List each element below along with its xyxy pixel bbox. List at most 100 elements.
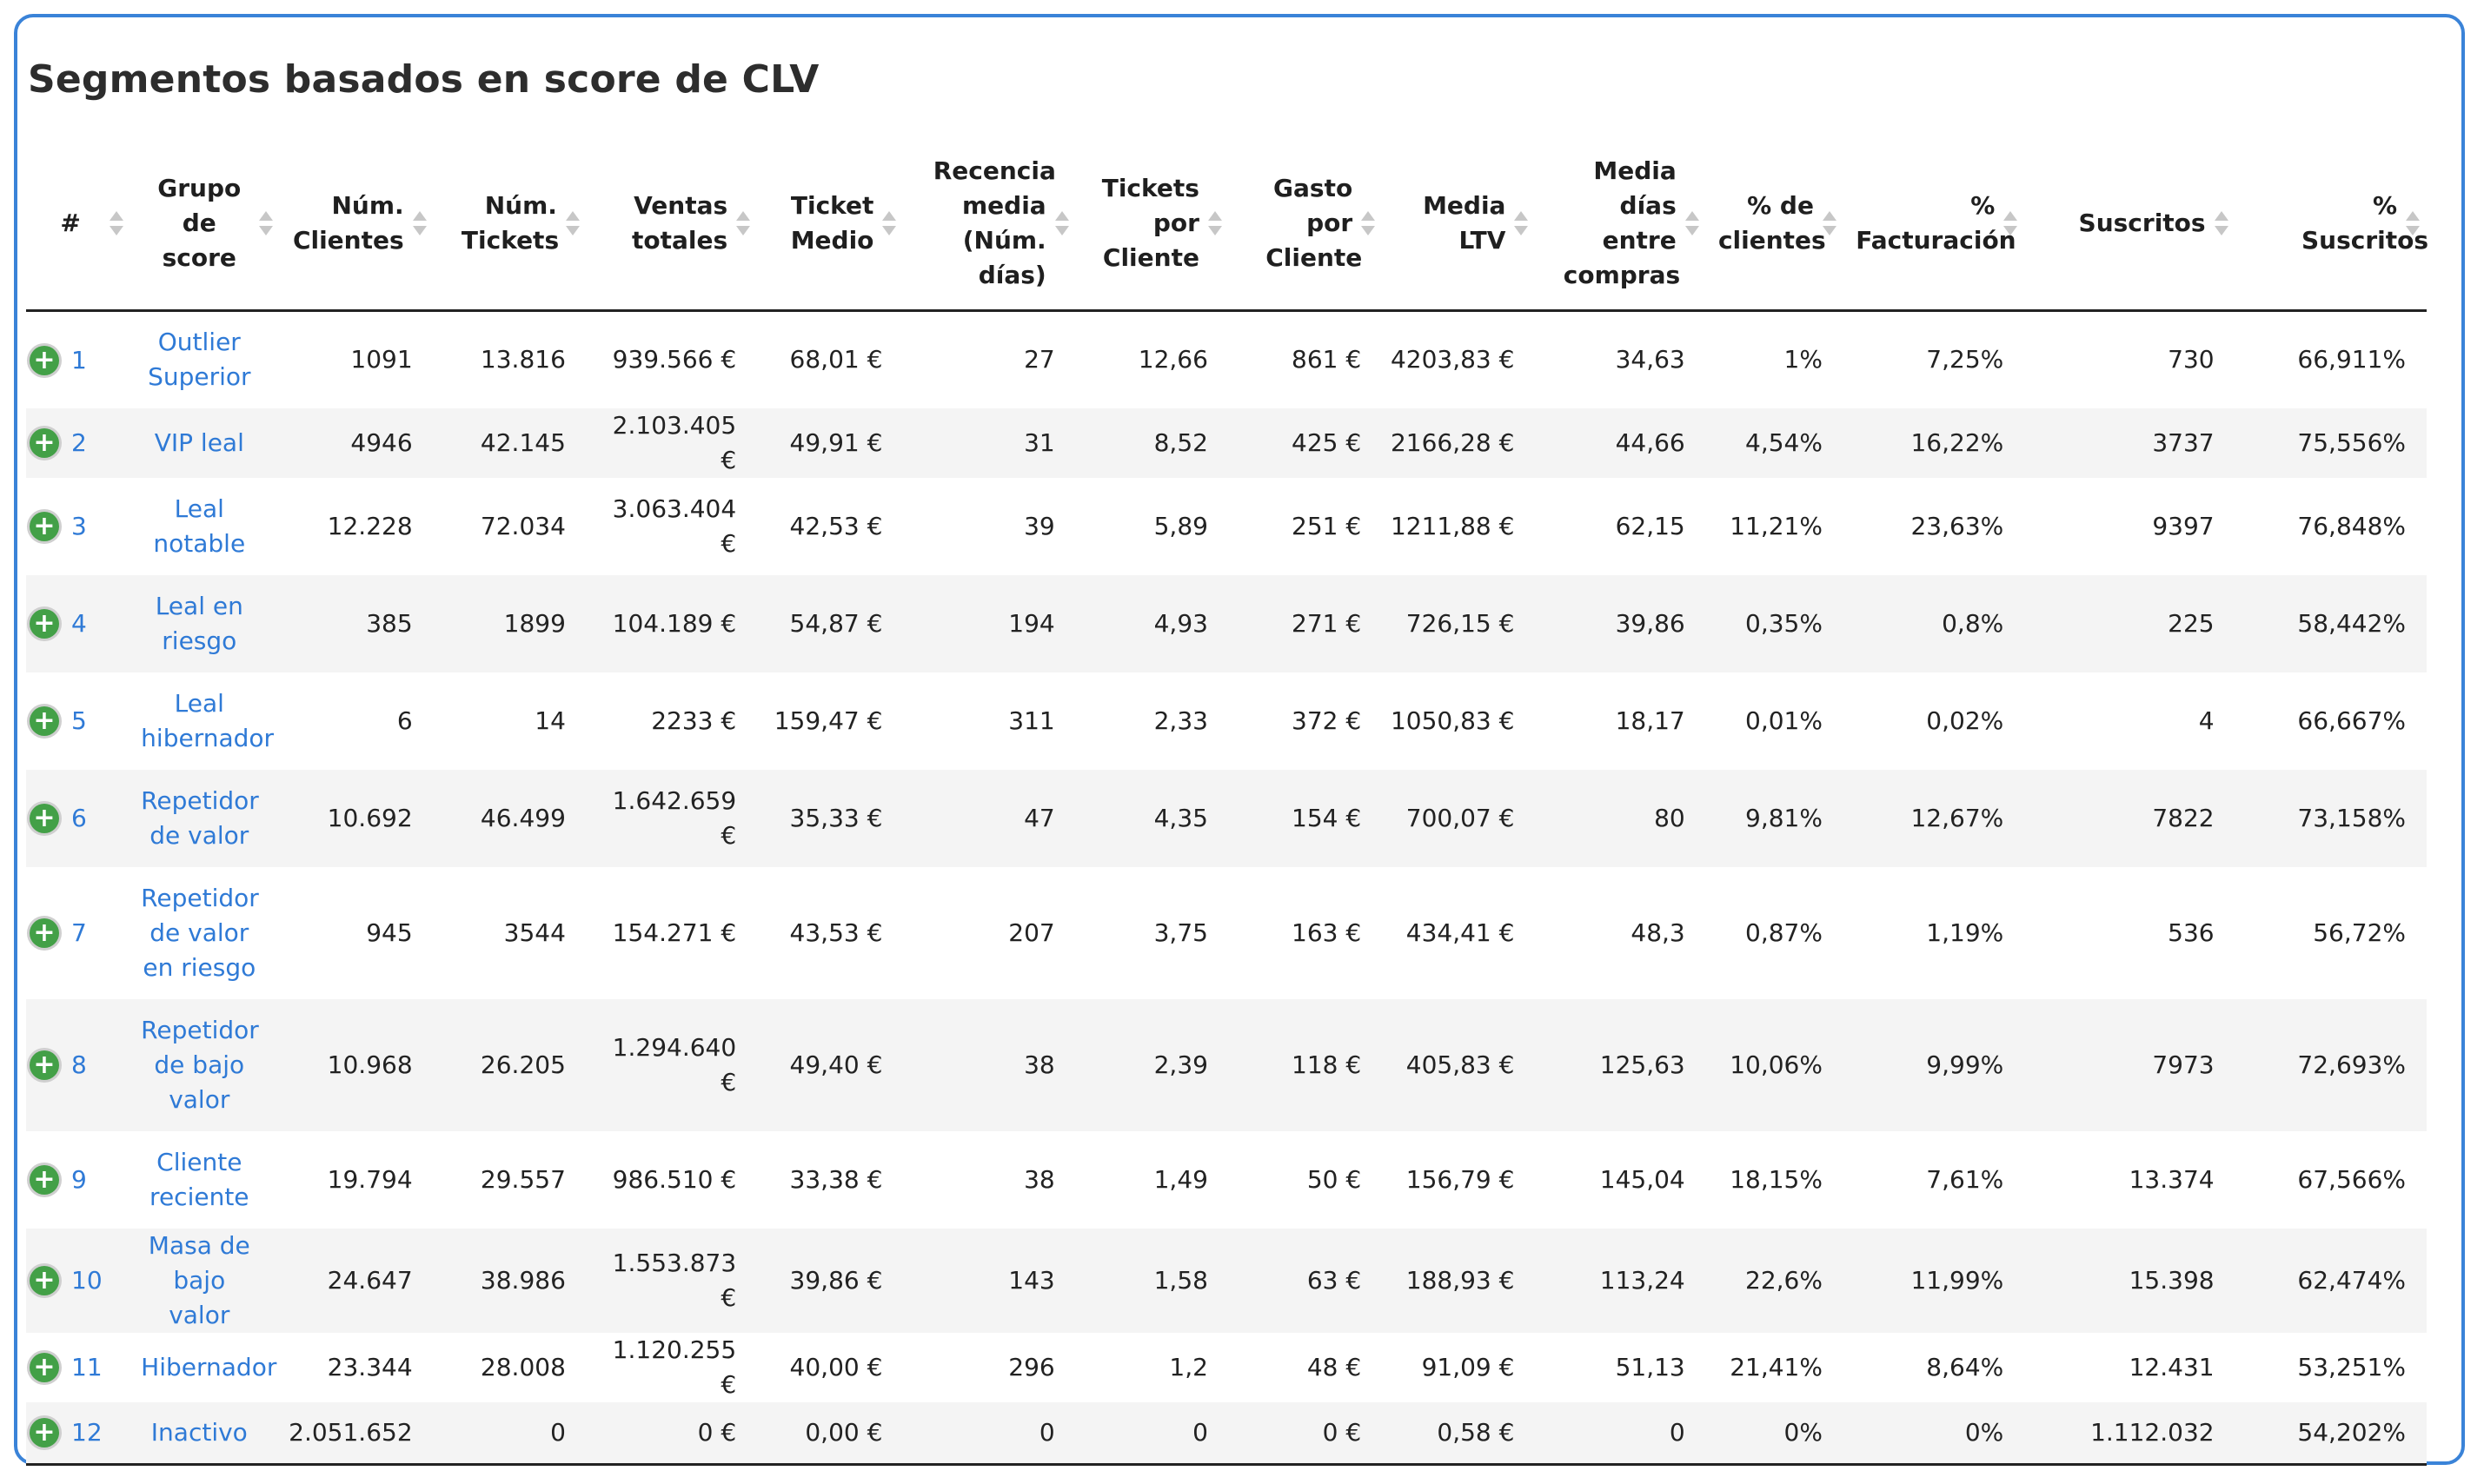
- sort-icon[interactable]: [1822, 209, 1836, 237]
- plus-circle-icon[interactable]: +: [30, 1266, 59, 1295]
- segment-link[interactable]: Outlier Superior: [148, 328, 251, 392]
- row-index-link[interactable]: 9: [71, 1165, 87, 1194]
- row-index-link[interactable]: 4: [71, 609, 87, 638]
- sort-icon[interactable]: [882, 209, 897, 237]
- column-header-pct-facturacion[interactable]: % Facturación: [1843, 137, 2025, 312]
- column-header-group[interactable]: Grupo de score: [130, 137, 281, 312]
- segment-link[interactable]: Hibernador: [141, 1352, 277, 1381]
- cell-recencia: 38: [1024, 1164, 1055, 1194]
- column-header-tickets[interactable]: Núm. Tickets: [433, 137, 587, 312]
- column-header-pct-clientes[interactable]: % de clientes: [1705, 137, 1843, 312]
- sort-icon[interactable]: [2406, 209, 2420, 237]
- column-header-pct-suscritos[interactable]: % Suscritos: [2235, 137, 2428, 312]
- cell-tickets-por-cliente: 1,58: [1075, 1228, 1229, 1333]
- sort-icon[interactable]: [1361, 209, 1376, 237]
- cell-gasto-por-cliente: 118 €: [1228, 998, 1383, 1131]
- cell-clientes: 23.344: [327, 1352, 413, 1381]
- cell-group: Leal hibernador: [130, 672, 280, 770]
- cell-num: +12: [26, 1401, 131, 1466]
- row-index-link[interactable]: 10: [71, 1266, 103, 1295]
- column-header-ticket-medio[interactable]: Ticket Medio: [757, 137, 904, 312]
- column-header-label: % Facturación: [1856, 191, 2016, 255]
- row-index-link[interactable]: 11: [71, 1353, 103, 1381]
- column-header-gasto-por-cliente[interactable]: Gasto por Cliente: [1228, 137, 1383, 312]
- row-index-link[interactable]: 8: [71, 1050, 87, 1079]
- segment-link[interactable]: Cliente reciente: [149, 1147, 249, 1211]
- column-header-media-ltv[interactable]: Media LTV: [1382, 137, 1536, 312]
- plus-circle-icon[interactable]: +: [30, 918, 59, 948]
- segment-link[interactable]: Repetidor de bajo valor: [141, 1015, 259, 1114]
- column-header-media-dias[interactable]: Media días entre compras: [1535, 137, 1706, 312]
- cell-pct-clientes: 21,41%: [1730, 1352, 1823, 1381]
- cell-suscritos: 3737: [2024, 407, 2235, 478]
- row-index-link[interactable]: 6: [71, 804, 87, 832]
- cell-pct-facturacion: 0,8%: [1843, 574, 2025, 672]
- cell-group: Repetidor de valor: [130, 769, 281, 867]
- cell-num: +9: [26, 1131, 130, 1229]
- sort-icon[interactable]: [259, 209, 274, 237]
- cell-ticket-medio: 39,86 €: [757, 1228, 904, 1333]
- column-header-ventas[interactable]: Ventas totales: [586, 137, 758, 312]
- sort-icon[interactable]: [110, 209, 124, 237]
- plus-circle-icon[interactable]: +: [30, 1353, 59, 1382]
- segment-link[interactable]: Repetidor de valor en riesgo: [141, 883, 259, 982]
- cell-media-ltv: 700,07 €: [1382, 769, 1536, 867]
- segment-link[interactable]: Masa de bajo valor: [148, 1230, 250, 1329]
- cell-ventas: 2.103.405 €: [586, 407, 758, 478]
- column-header-clientes[interactable]: Núm. Clientes: [280, 137, 434, 312]
- cell-num: +7: [26, 867, 130, 999]
- sort-icon[interactable]: [1684, 209, 1699, 237]
- cell-pct-facturacion: 7,25%: [1926, 345, 2004, 374]
- cell-suscritos: 1.112.032: [2024, 1401, 2235, 1466]
- cell-pct-clientes: 4,54%: [1705, 407, 1843, 478]
- segment-link[interactable]: Leal en riesgo: [155, 591, 243, 655]
- sort-icon[interactable]: [2003, 209, 2018, 237]
- plus-circle-icon[interactable]: +: [30, 428, 59, 458]
- row-index-link[interactable]: 7: [71, 918, 87, 947]
- segment-link[interactable]: Inactivo: [150, 1417, 248, 1447]
- plus-circle-icon[interactable]: +: [30, 345, 59, 375]
- cell-tickets: 38.986: [433, 1228, 587, 1333]
- column-header-tickets-por-cliente[interactable]: Tickets por Cliente: [1075, 137, 1229, 312]
- column-header-recencia[interactable]: Recencia media (Núm. días): [903, 137, 1076, 312]
- row-index-link[interactable]: 2: [71, 428, 87, 457]
- column-header-suscritos[interactable]: Suscritos: [2024, 137, 2235, 312]
- row-index-link[interactable]: 3: [71, 512, 87, 540]
- cell-gasto-por-cliente: 163 €: [1292, 918, 1362, 947]
- cell-ticket-medio: 54,87 €: [757, 574, 904, 672]
- cell-ticket-medio: 49,40 €: [757, 998, 904, 1131]
- sort-icon[interactable]: [736, 209, 751, 237]
- segment-link[interactable]: Leal notable: [153, 494, 246, 558]
- cell-media-dias: 0: [1535, 1401, 1706, 1466]
- plus-circle-icon[interactable]: +: [30, 706, 59, 736]
- sort-icon[interactable]: [1054, 209, 1069, 237]
- cell-num: +4: [26, 574, 131, 672]
- sort-icon[interactable]: [1207, 209, 1222, 237]
- row-index-link[interactable]: 1: [71, 345, 87, 374]
- column-header-label: Ventas totales: [632, 191, 728, 255]
- plus-circle-icon[interactable]: +: [30, 1418, 59, 1448]
- sort-icon[interactable]: [1514, 209, 1529, 237]
- cell-recencia: 27: [1024, 345, 1055, 374]
- segment-link[interactable]: Leal hibernador: [141, 688, 275, 752]
- segment-link[interactable]: VIP leal: [154, 427, 244, 457]
- cell-gasto-por-cliente: 50 €: [1306, 1164, 1362, 1194]
- cell-media-dias: 113,24: [1535, 1228, 1706, 1333]
- row-index-link[interactable]: 5: [71, 706, 87, 735]
- sort-icon[interactable]: [565, 209, 580, 237]
- segment-link[interactable]: Repetidor de valor: [141, 785, 259, 850]
- column-header-num[interactable]: #: [26, 137, 131, 312]
- cell-tickets-por-cliente: 4,93: [1075, 574, 1229, 672]
- cell-tickets: 42.145: [433, 407, 587, 478]
- row-index-link[interactable]: 12: [71, 1418, 103, 1448]
- plus-circle-icon[interactable]: +: [30, 1050, 59, 1080]
- sort-icon[interactable]: [2214, 209, 2228, 237]
- plus-circle-icon[interactable]: +: [30, 1165, 59, 1195]
- table-row: +9 Cliente reciente 19.794 29.557 986.510 € 3…: [26, 1131, 2427, 1229]
- plus-circle-icon[interactable]: +: [30, 609, 59, 639]
- cell-clientes: 945: [366, 918, 413, 947]
- plus-circle-icon[interactable]: +: [30, 804, 59, 833]
- sort-icon[interactable]: [412, 209, 427, 237]
- plus-circle-icon[interactable]: +: [30, 512, 59, 541]
- cell-ventas: 1.642.659 €: [586, 769, 758, 867]
